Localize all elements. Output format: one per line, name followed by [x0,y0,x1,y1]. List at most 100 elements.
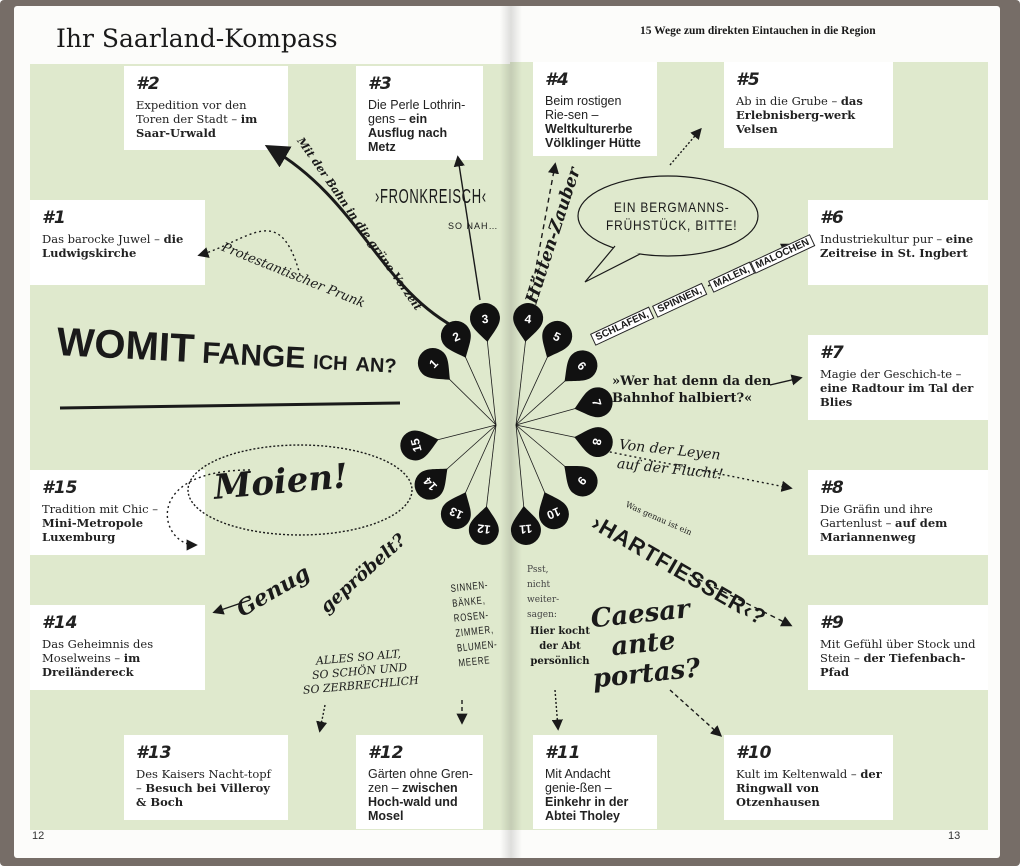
entry-box-13: #13 Des Kaisers Nacht-topf – Besuch bei V… [124,735,288,820]
entry-title: im Dreiländereck [42,651,141,679]
compass-petal-15: 15 [400,430,439,461]
petal-shape [440,320,471,358]
entry-title: das Erlebnisberg-werk Velsen [736,94,863,136]
entry-box-2: #2 Expedition vor den Toren der Stadt – i… [124,66,288,150]
petal-shape [538,492,569,530]
headline-underline [59,401,401,410]
arrow-to-4 [529,162,559,301]
note-abt: Hier kocht der Abt persönlich [530,626,590,667]
compass-petal-9: 9 [564,465,598,497]
entry-box-5: #5 Ab in die Grube – das Erlebnisberg-wer… [724,62,893,148]
compass-ray [515,327,528,426]
arrow-to-11 [551,689,563,731]
compass-ray [484,424,497,521]
petal-number: 11 [519,521,533,536]
note-caesar: Caesar ante portas? [589,594,702,695]
entry-box-7: #7 Magie der Geschich-te – eine Radtour i… [808,335,988,420]
petal-number: 10 [544,504,562,522]
headline-word: AN? [354,353,398,378]
compass-ray [515,344,554,426]
entry-box-3: #3 Die Perle Lothrin-gens – ein Ausflug n… [356,66,483,160]
petal-shape [414,468,448,500]
petal-shape [417,348,450,380]
entry-number: #12 [368,743,404,763]
entry-title: zwischen Hoch-wald und Mosel [368,781,458,823]
note-psst: Psst, nicht weiter- sagen: [527,565,560,620]
compass-petal-4: 4 [513,303,544,342]
entry-box-6: #6 Industriekultur pur – eine Zeitreise i… [808,200,988,285]
petal-shape [564,350,598,382]
compass-ray [515,424,551,506]
entry-number: #1 [42,208,66,228]
entry-number: #13 [136,743,172,763]
entry-text: Gärten ohne Gren-zen – [368,767,473,795]
arrow-to-7 [769,374,803,386]
entry-text: Mit Andacht genie-ßen – [545,767,612,795]
compass-petal-14: 14 [414,468,448,500]
arrow-to-14 [212,599,251,615]
petal-number: 3 [481,312,489,327]
entry-number: #4 [545,70,569,90]
note-fronkreisch: ›FRONKREISCH‹ [375,186,487,208]
petal-number: 7 [589,397,604,407]
compass-petal-10: 10 [538,492,569,530]
arrow-to-8 [599,449,793,492]
entry-text: Das Geheimnis des Moselweins – [42,637,154,665]
arrow-to-10 [669,689,723,737]
moien-outline [187,444,413,536]
arrow-to-9 [689,574,793,627]
petal-shape [400,430,439,461]
page-title: Ihr Saarland-Kompass [56,24,338,53]
petal-number: 15 [408,437,425,454]
petal-shape [574,427,613,458]
entry-text: Mit Gefühl über Stock und Stein – [820,637,976,665]
compass-petal-8: 8 [574,427,613,458]
petal-shape [564,465,598,497]
entry-box-9: #9 Mit Gefühl über Stock und Stein – der … [808,605,988,690]
petal-shape [440,492,471,530]
entry-number: #8 [820,478,844,498]
compass-ray [459,344,497,426]
petal-shape [513,303,544,342]
gutter-shadow [500,6,522,858]
entry-text: Expedition vor den Toren der Stadt – [136,98,247,126]
entry-text: Die Perle Lothrin-gens – [368,98,466,126]
entry-number: #11 [545,743,581,763]
compass-ray [459,424,497,506]
entry-text: Ab in die Grube – [736,94,838,108]
compass-petal-2: 2 [440,320,471,358]
arrow-to-13 [316,704,328,733]
petal-number: 13 [447,504,465,522]
entry-title: der Ringwall von Otzenhausen [736,767,882,809]
entry-title: Weltkulturerbe Völklinger Hütte [545,122,641,150]
entry-title: im Saar-Urwald [136,112,258,140]
headline-word: ICH [312,351,349,376]
page-number-left: 12 [32,830,45,842]
entry-number: #15 [42,478,78,498]
entry-title: Besuch bei Villeroy & Boch [136,781,270,809]
compass-petal-5: 5 [542,320,573,358]
petal-shape [542,320,573,358]
headline-word: WOMIT [55,319,196,372]
entry-title: eine Zeitreise in St. Ingbert [820,232,974,260]
entry-text: Das barocke Juwel – [42,232,160,246]
entry-box-10: #10 Kult im Keltenwald – der Ringwall von… [724,735,893,820]
speech-bubble-tail [584,245,641,283]
compass-petal-12: 12 [468,506,499,545]
headline-word: FANGE [201,336,307,375]
page-subtitle: 15 Wege zum direkten Eintauchen in die R… [640,25,876,37]
entry-box-15: #15 Tradition mit Chic – Mini-Metropole L… [30,470,205,555]
petal-number: 12 [476,521,491,536]
petal-shape [511,506,541,545]
entry-number: #9 [820,613,844,633]
entry-text: Des Kaisers Nacht-topf – [136,767,271,795]
entry-box-11: #11 Mit Andacht genie-ßen – Einkehr in de… [533,735,657,829]
compass-petal-13: 13 [440,492,471,530]
arrow-to-2 [264,144,461,332]
petal-number: 8 [589,437,604,447]
petal-shape [574,387,613,418]
entry-number: #10 [736,743,772,763]
arrow-to-3 [453,155,481,301]
entry-box-4: #4 Beim rostigen Rie-sen – Weltkulturerbe… [533,62,657,156]
